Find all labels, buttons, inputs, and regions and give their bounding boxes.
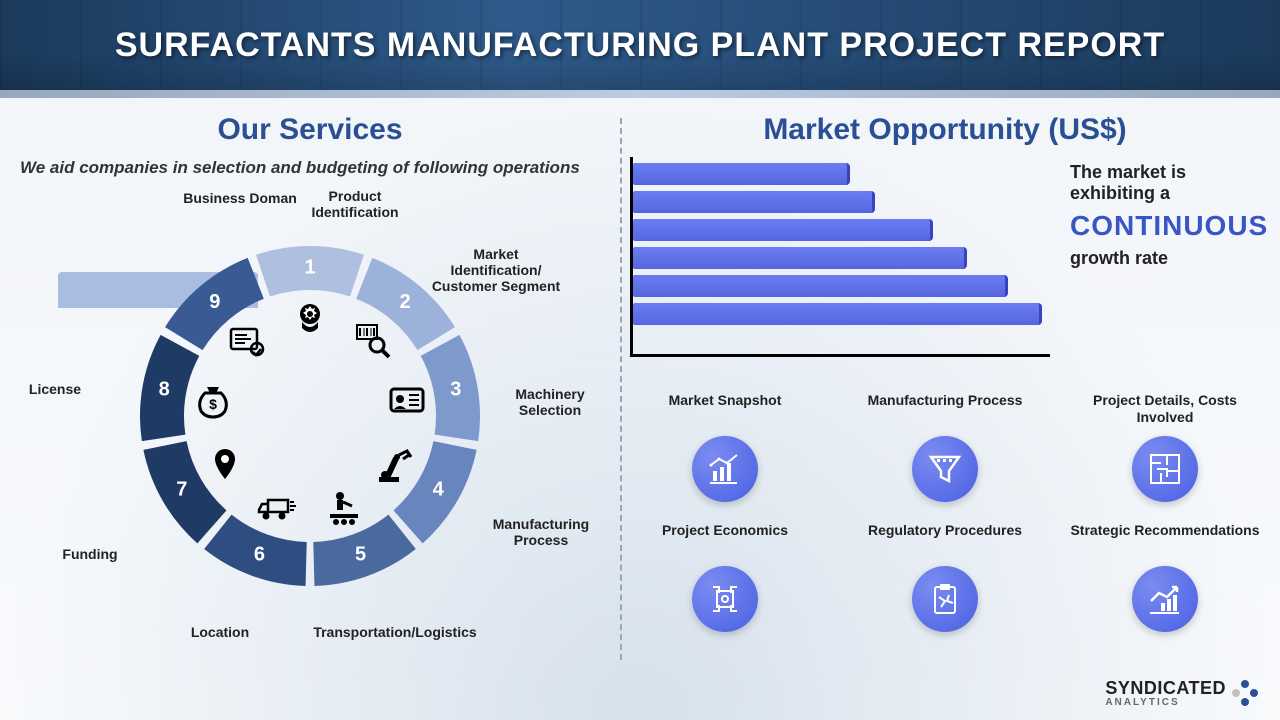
feature-grid: Market Snapshot Manufacturing Process Proj… [630,392,1260,632]
funnel-icon [912,436,978,502]
wheel-label-6: Transportation/Logistics [300,624,490,640]
services-subtitle: We aid companies in selection and budget… [20,157,600,180]
wheel-label-7: Location [170,624,270,640]
bar-1 [633,163,850,185]
arrows-icon [692,566,758,632]
bar-2 [633,191,875,213]
wheel-label-5: Manufacturing Process [476,516,606,548]
feature-label: Market Snapshot [669,392,782,426]
chart-icon [692,436,758,502]
id-card-icon [387,379,427,419]
maze-icon [1132,436,1198,502]
wheel-label-2: Product Identification [290,188,420,220]
robot-arm-icon [375,445,415,485]
feature-label: Project Economics [662,522,788,556]
wheel-ring: 123456789 $ [140,246,480,586]
market-panel: Market Opportunity (US$) The market is e… [620,98,1280,720]
services-wheel: 1 123456789 $ Business DomanProduct Iden… [20,186,600,656]
growth-line3: growth rate [1070,248,1250,269]
feature-maze: Project Details, Costs Involved [1070,392,1260,502]
market-title: Market Opportunity (US$) [630,113,1260,147]
clipboard-icon [912,566,978,632]
growth-line2: CONTINUOUS [1070,210,1250,242]
wheel-label-1: Business Doman [180,190,300,206]
feature-label: Strategic Recommendations [1070,522,1259,556]
certificate-icon [227,321,267,361]
feature-label: Project Details, Costs Involved [1070,392,1260,426]
market-barchart: The market is exhibiting a CONTINUOUS gr… [630,157,1260,367]
pin-icon [205,445,245,485]
brand-logo: SYNDICATED ANALYTICS [1105,678,1258,708]
money-bag-icon: $ [193,379,233,419]
services-title: Our Services [20,113,600,147]
feature-chart: Market Snapshot [630,392,820,502]
wheel-label-4: Machinery Selection [490,386,610,418]
truck-icon [256,488,296,528]
services-panel: Our Services We aid companies in selecti… [0,98,620,720]
logo-text: SYNDICATED [1105,678,1226,698]
bar-3 [633,219,933,241]
barchart-bars [630,157,1050,357]
header-banner: SURFACTANTS MANUFACTURING PLANT PROJECT … [0,0,1280,90]
feature-funnel: Manufacturing Process [850,392,1040,502]
growth-icon [1132,566,1198,632]
worker-icon [324,488,364,528]
header-divider [0,90,1280,98]
wheel-label-8: Funding [50,546,130,562]
content-area: Our Services We aid companies in selecti… [0,98,1280,720]
wheel-label-3: Market Identification/ Customer Segment [426,246,566,294]
feature-label: Manufacturing Process [868,392,1023,426]
feature-growth: Strategic Recommendations [1070,522,1260,632]
barcode-mag-icon [353,321,393,361]
bar-6 [633,303,1042,325]
svg-text:$: $ [210,396,218,412]
growth-text: The market is exhibiting a CONTINUOUS gr… [1050,157,1250,367]
bar-4 [633,247,967,269]
bar-5 [633,275,1008,297]
page-title: SURFACTANTS MANUFACTURING PLANT PROJECT … [115,26,1165,65]
feature-label: Regulatory Procedures [868,522,1022,556]
feature-arrows: Project Economics [630,522,820,632]
wheel-label-9: License [20,381,90,397]
growth-line1: The market is exhibiting a [1070,162,1250,204]
logo-dots-icon [1232,680,1258,706]
feature-clipboard: Regulatory Procedures [850,522,1040,632]
logo-subtext: ANALYTICS [1105,697,1226,708]
head-bulb-icon [290,298,330,338]
